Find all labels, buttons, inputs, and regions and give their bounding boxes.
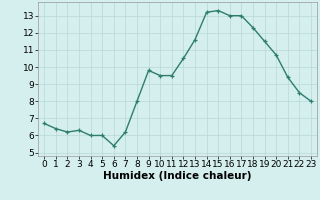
X-axis label: Humidex (Indice chaleur): Humidex (Indice chaleur): [103, 171, 252, 181]
